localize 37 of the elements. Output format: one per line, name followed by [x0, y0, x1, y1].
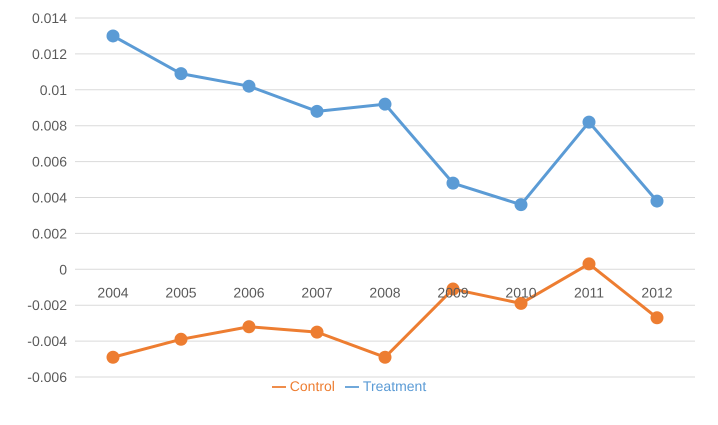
y-tick-label: 0.012	[32, 46, 68, 62]
point	[650, 311, 664, 324]
y-tick-label: 0.01	[40, 82, 68, 98]
x-tick-label: 2006	[233, 284, 265, 300]
point	[106, 29, 120, 42]
point	[242, 320, 256, 334]
x-tick-label: 2004	[97, 284, 129, 300]
y-tick-label: -0.006	[27, 368, 68, 385]
point	[378, 350, 392, 364]
point	[242, 80, 256, 93]
legend-label: Treatment	[362, 378, 426, 394]
y-tick-label: 0.002	[32, 225, 68, 242]
point	[106, 350, 120, 364]
y-tick-label: 0.004	[32, 189, 68, 206]
x-tick-label: 2010	[505, 284, 537, 300]
y-tick-label: 0	[59, 261, 68, 278]
point	[514, 198, 528, 212]
y-tick-label: -0.004	[27, 333, 68, 350]
y-tick-label: 0.006	[32, 154, 68, 170]
point	[310, 326, 324, 339]
point	[174, 67, 188, 80]
x-tick-label: 2007	[301, 284, 333, 300]
point	[378, 98, 392, 111]
y-tick-label: 0.008	[32, 118, 68, 134]
x-tick-label: 2008	[369, 284, 401, 300]
point	[174, 332, 188, 346]
x-tick-label: 2011	[574, 284, 604, 300]
x-tick-label: 2005	[165, 284, 197, 300]
point	[582, 257, 596, 270]
point	[446, 176, 460, 190]
y-tick-label: -0.002	[27, 297, 68, 314]
point	[310, 104, 324, 118]
point	[650, 194, 664, 208]
legend-label: Control	[290, 378, 335, 394]
x-tick-label: 2012	[641, 284, 673, 300]
point	[582, 116, 596, 129]
y-tick-label: 0.014	[32, 10, 68, 26]
